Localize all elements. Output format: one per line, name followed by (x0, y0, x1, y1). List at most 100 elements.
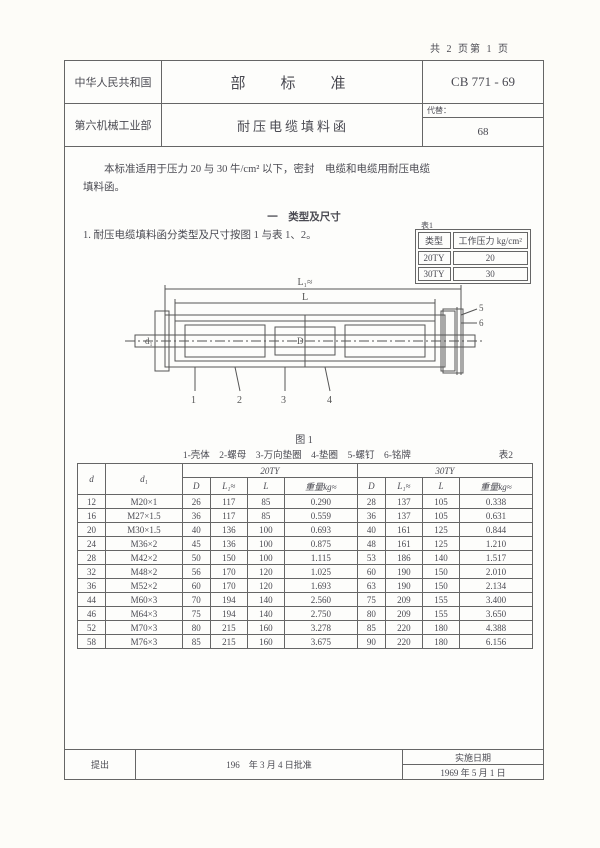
ftr-effect-date: 1969 年 5 月 1 日 (403, 766, 543, 779)
cell-D2: 53 (357, 551, 385, 565)
hdr-title-bottom: 耐压电缆填料函 (161, 103, 425, 147)
cell-L1: 160 (247, 621, 284, 635)
table-row: 46M64×3751941402.750802091553.650 (78, 607, 533, 621)
footer-block: 提出 196 年 3 月 4 日批准 实施日期 1969 年 5 月 1 日 (65, 749, 543, 779)
cell-w2: 3.650 (460, 607, 533, 621)
cell-D1: 60 (182, 579, 210, 593)
page-indicator: 共 2 页第 1 页 (430, 40, 510, 55)
cell-d: 46 (78, 607, 106, 621)
dimension-table: d d₁ 20TY 30TY D L₁≈ L 重量kg≈ D L₁≈ L 重量k… (77, 463, 533, 649)
th-d: d (78, 464, 106, 495)
cell-d: 12 (78, 495, 106, 509)
cell-L12: 137 (385, 509, 422, 523)
cell-L2: 105 (422, 495, 459, 509)
cell-w2: 0.844 (460, 523, 533, 537)
cell-L11: 117 (210, 495, 247, 509)
cell-w1: 2.560 (284, 593, 357, 607)
cell-d1: M42×2 (106, 551, 183, 565)
cell-w1: 3.675 (284, 635, 357, 649)
cell-w1: 0.290 (284, 495, 357, 509)
cell-d: 24 (78, 537, 106, 551)
cell-L12: 190 (385, 579, 422, 593)
cell-d1: M60×3 (106, 593, 183, 607)
cell-L12: 209 (385, 607, 422, 621)
cell-L1: 120 (247, 565, 284, 579)
svg-text:2: 2 (237, 395, 242, 406)
cell-D1: 70 (182, 593, 210, 607)
cell-L1: 140 (247, 607, 284, 621)
cell-L2: 140 (422, 551, 459, 565)
mt-h1: 类型 (418, 232, 451, 249)
cell-d: 28 (78, 551, 106, 565)
intro-text: 本标准适用于压力 20 与 30 牛/cm² 以下，密封 电缆和电缆用耐压电缆 … (83, 161, 525, 197)
cell-L1: 85 (247, 509, 284, 523)
cell-L12: 137 (385, 495, 422, 509)
cell-d1: M36×2 (106, 537, 183, 551)
cell-L11: 170 (210, 579, 247, 593)
cell-L12: 186 (385, 551, 422, 565)
cell-L1: 140 (247, 593, 284, 607)
cell-w1: 0.559 (284, 509, 357, 523)
mt-h2: 工作压力 kg/cm² (453, 232, 528, 249)
cell-L11: 150 (210, 551, 247, 565)
cell-L12: 209 (385, 593, 422, 607)
cell-w2: 2.010 (460, 565, 533, 579)
cell-D1: 80 (182, 621, 210, 635)
cell-L1: 85 (247, 495, 284, 509)
ftr-submit-label: 提出 (65, 758, 135, 771)
header-block: 中华人民共和国 第六机械工业部 部 标 准 耐压电缆填料函 CB 771 - 6… (65, 61, 543, 147)
cell-w1: 2.750 (284, 607, 357, 621)
cell-L11: 136 (210, 537, 247, 551)
cell-w2: 4.388 (460, 621, 533, 635)
cell-d: 58 (78, 635, 106, 649)
table-row: 32M48×2561701201.025601901502.010 (78, 565, 533, 579)
cell-L11: 194 (210, 593, 247, 607)
cell-d1: M20×1 (106, 495, 183, 509)
cell-D2: 63 (357, 579, 385, 593)
cell-L1: 100 (247, 551, 284, 565)
mechanical-diagram: L₁≈ L d₁ D 1 2 3 4 5 6 (125, 271, 485, 411)
hdr-ministry: 第六机械工业部 (65, 103, 161, 147)
cell-L12: 190 (385, 565, 422, 579)
cell-d: 32 (78, 565, 106, 579)
svg-text:4: 4 (327, 395, 332, 406)
svg-text:3: 3 (281, 395, 286, 406)
cell-D1: 56 (182, 565, 210, 579)
cell-d1: M64×3 (106, 607, 183, 621)
cell-D2: 28 (357, 495, 385, 509)
cell-L11: 136 (210, 523, 247, 537)
cell-D1: 26 (182, 495, 210, 509)
cell-w1: 0.693 (284, 523, 357, 537)
cell-d1: M30×1.5 (106, 523, 183, 537)
table-row: 44M60×3701941402.560752091553.400 (78, 593, 533, 607)
cell-w2: 3.400 (460, 593, 533, 607)
part-labels: 1-壳体 2-螺母 3-万向垫圈 4-垫圈 5-螺钉 6-铭牌 表2 (95, 447, 513, 461)
cell-d1: M48×2 (106, 565, 183, 579)
cell-w1: 1.115 (284, 551, 357, 565)
cell-L2: 150 (422, 565, 459, 579)
intro-line2: 填料函。 (83, 179, 525, 197)
parts-text: 1-壳体 2-螺母 3-万向垫圈 4-垫圈 5-螺钉 6-铭牌 (183, 451, 411, 461)
cell-d1: M70×3 (106, 621, 183, 635)
svg-text:6: 6 (479, 318, 484, 328)
hdr-country: 中华人民共和国 (65, 61, 161, 103)
cell-L1: 120 (247, 579, 284, 593)
mt-r0-val: 20 (453, 251, 528, 265)
cell-D1: 40 (182, 523, 210, 537)
cell-D2: 40 (357, 523, 385, 537)
ftr-approve: 196 年 3 月 4 日批准 (135, 758, 403, 771)
cell-L11: 170 (210, 565, 247, 579)
cell-L2: 125 (422, 523, 459, 537)
cell-L2: 155 (422, 593, 459, 607)
cell-D2: 90 (357, 635, 385, 649)
cell-w2: 0.631 (460, 509, 533, 523)
table-ref: 表2 (499, 447, 513, 461)
th-L1-2: L₁≈ (385, 478, 422, 495)
section-heading: 一 类型及尺寸 (65, 209, 543, 227)
cell-D1: 75 (182, 607, 210, 621)
cell-d: 20 (78, 523, 106, 537)
cell-D2: 80 (357, 607, 385, 621)
cell-L11: 215 (210, 635, 247, 649)
th-L-1: L (247, 478, 284, 495)
cell-D2: 48 (357, 537, 385, 551)
